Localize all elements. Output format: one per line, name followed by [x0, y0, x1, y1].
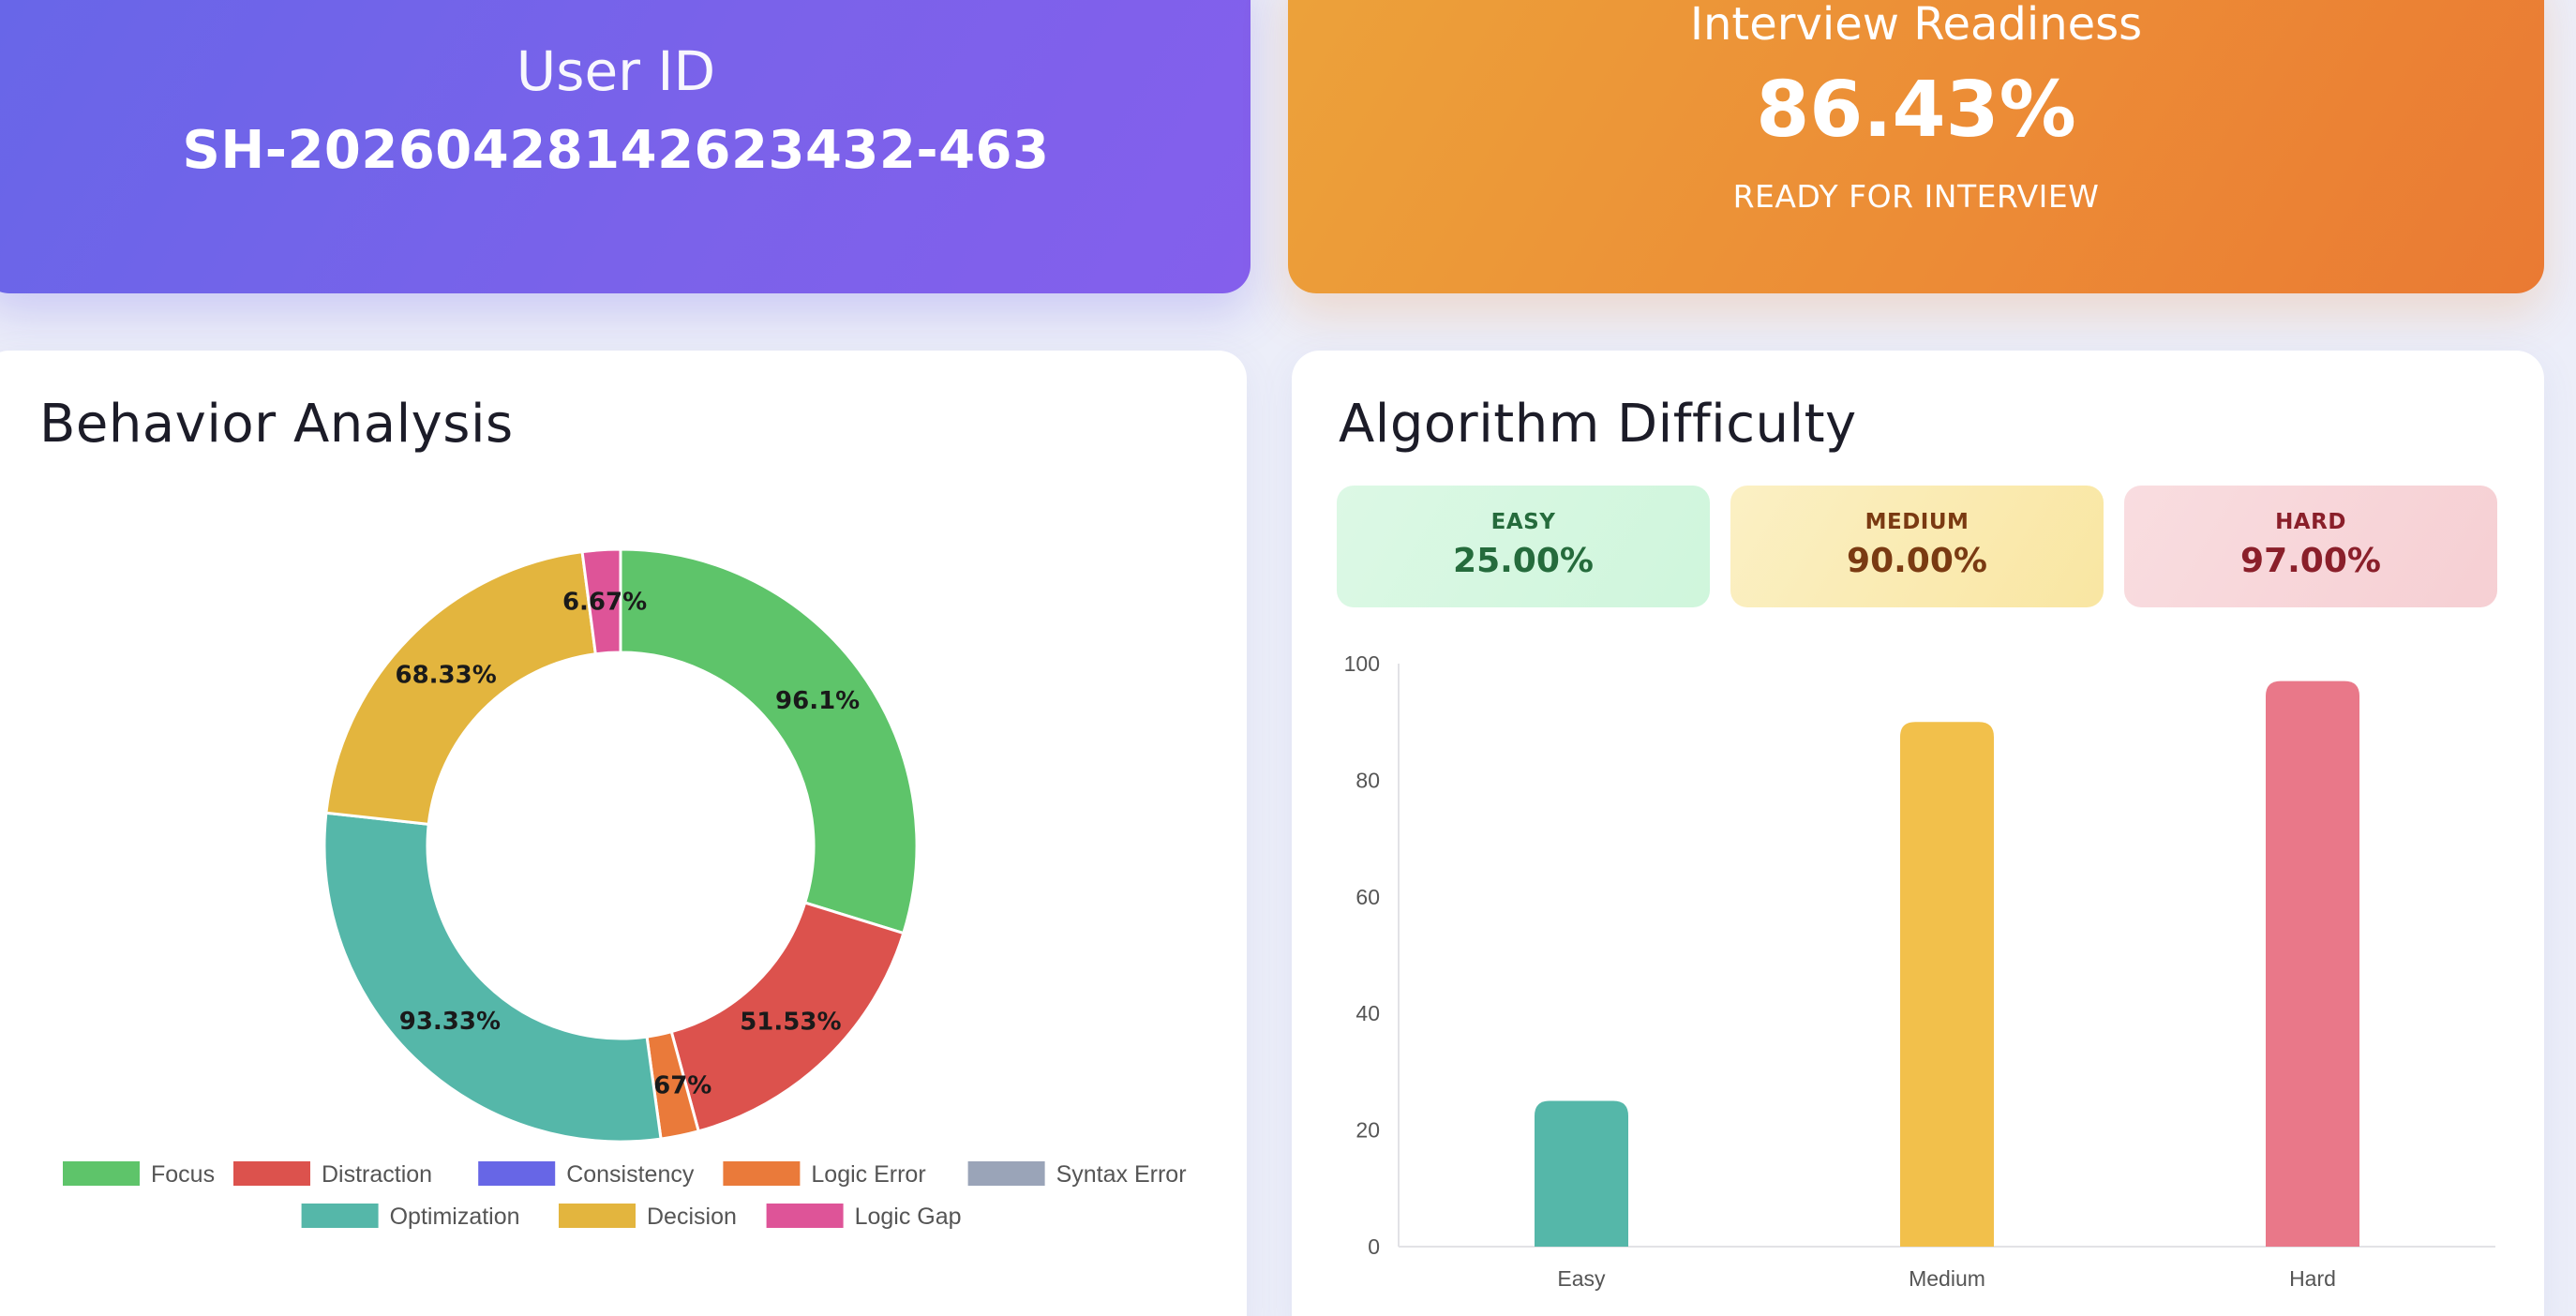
legend-label-syntax-error[interactable]: Syntax Error [1056, 1161, 1187, 1188]
legend-label-focus[interactable]: Focus [151, 1161, 215, 1188]
y-tick-label: 80 [1355, 768, 1380, 792]
interview-readiness-card: Interview Readiness 86.43% READY FOR INT… [1288, 0, 2544, 293]
legend-label-optimization[interactable]: Optimization [390, 1204, 520, 1230]
slice-optimization[interactable] [322, 811, 663, 1144]
bar-medium[interactable] [1900, 722, 1994, 1247]
behavior-analysis-panel: Behavior Analysis [0, 351, 1247, 1316]
slice-label-focus: 96.1% [775, 687, 860, 715]
y-tick-label: 100 [1344, 651, 1380, 676]
slice-focus[interactable] [619, 547, 919, 935]
slice-logic-gap[interactable] [580, 547, 622, 656]
legend-swatch-syntax-error[interactable] [967, 1161, 1045, 1186]
slice-label-decision: 68.33% [395, 661, 496, 689]
hard-stat-box: HARD 97.00% [2124, 486, 2497, 607]
slice-label-logic-gap: 6.67% [562, 589, 647, 617]
legend-swatch-optimization[interactable] [301, 1204, 379, 1228]
readiness-label: Interview Readiness [1689, 0, 2143, 51]
behavior-doughnut-chart: 96.1%51.53%6.67%93.33%68.33%6.67%Focus Di… [63, 547, 1187, 1230]
hard-stat-label: HARD [2275, 510, 2346, 534]
user-id-label: User ID [516, 39, 716, 103]
legend-swatch-decision[interactable] [559, 1204, 636, 1228]
medium-stat-box: MEDIUM 90.00% [1730, 486, 2104, 607]
slice-label-distraction: 51.53% [740, 1009, 841, 1037]
bar-hard[interactable] [2266, 680, 2359, 1247]
legend-label-decision[interactable]: Decision [647, 1204, 737, 1230]
user-id-card: User ID SH-20260428142623432-463 [0, 0, 1251, 293]
slice-decision[interactable] [324, 549, 597, 827]
legend-swatch-distraction[interactable] [233, 1161, 310, 1186]
y-tick-label: 0 [1368, 1234, 1380, 1259]
legend-label-logic-error[interactable]: Logic Error [811, 1161, 925, 1188]
y-tick-label: 60 [1355, 885, 1380, 909]
readiness-value: 86.43% [1756, 66, 2076, 155]
user-id-value: SH-20260428142623432-463 [182, 120, 1050, 181]
medium-stat-value: 90.00% [1847, 542, 1987, 580]
y-tick-label: 40 [1355, 1001, 1380, 1025]
legend-swatch-consistency[interactable] [478, 1161, 556, 1186]
legend-swatch-logic-error[interactable] [723, 1161, 801, 1186]
legend-swatch-logic-gap[interactable] [766, 1204, 844, 1228]
slice-label-optimization: 93.33% [399, 1008, 501, 1036]
behavior-analysis-title: Behavior Analysis [39, 394, 514, 455]
algorithm-difficulty-title: Algorithm Difficulty [1339, 394, 1857, 455]
legend-swatch-focus[interactable] [63, 1161, 140, 1186]
bar-easy[interactable] [1535, 1100, 1628, 1248]
x-tick-label-easy: Easy [1557, 1266, 1606, 1291]
easy-stat-label: EASY [1490, 510, 1556, 534]
x-tick-label-hard: Hard [2289, 1266, 2336, 1291]
algorithm-bar-chart: 0 20 40 60 80 100 Easy Medium Hard [1344, 651, 2495, 1291]
easy-stat-value: 25.00% [1453, 542, 1594, 580]
legend-label-consistency[interactable]: Consistency [566, 1161, 695, 1188]
legend-label-logic-gap[interactable]: Logic Gap [855, 1204, 962, 1230]
y-tick-label: 20 [1355, 1118, 1380, 1143]
x-tick-label-medium: Medium [1909, 1266, 1985, 1291]
medium-stat-label: MEDIUM [1865, 510, 1969, 534]
hard-stat-value: 97.00% [2240, 542, 2381, 580]
easy-stat-box: EASY 25.00% [1337, 486, 1710, 607]
legend-label-distraction[interactable]: Distraction [322, 1161, 432, 1188]
readiness-status: READY FOR INTERVIEW [1732, 178, 2100, 215]
